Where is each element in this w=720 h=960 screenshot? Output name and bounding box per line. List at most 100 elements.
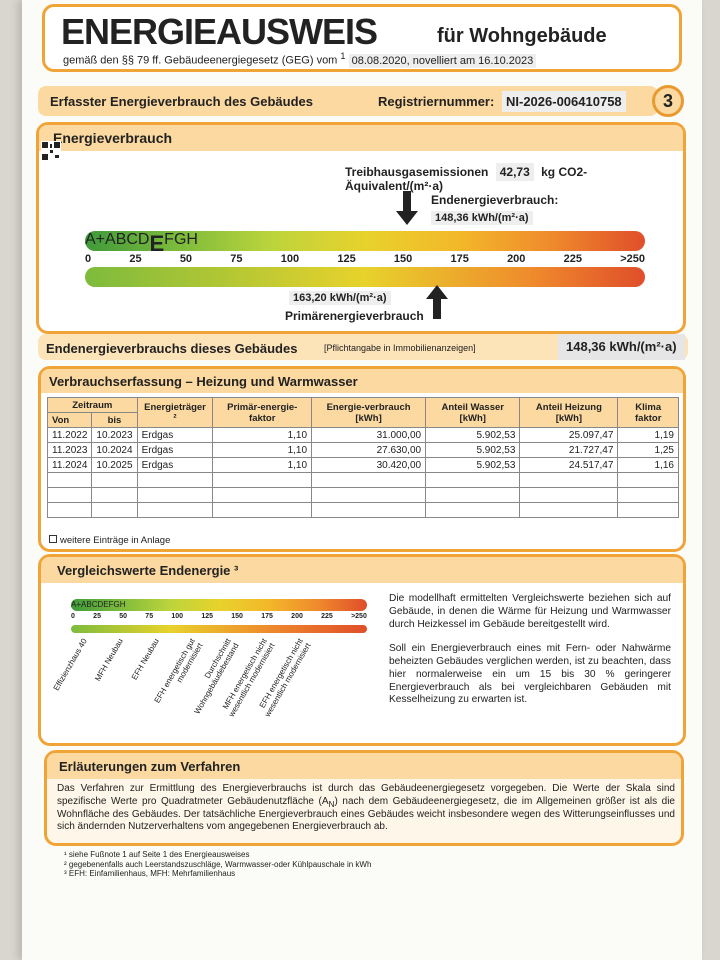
footnote: ³ EFH: Einfamilienhaus, MFH: Mehrfamilie… <box>64 869 236 879</box>
cell: 10.2025 <box>91 457 138 473</box>
comparison-ticks: 0 25 50 75 100 125 150 175 200 225 >250 <box>71 613 367 620</box>
class-label: G <box>113 600 120 609</box>
header-cell: Primär-energie-faktor <box>212 397 313 428</box>
cell <box>311 502 427 518</box>
cell: 21.727,47 <box>519 442 619 458</box>
energy-heading-bar: Energieverbrauch <box>39 125 683 151</box>
cell: 10.2023 <box>91 427 138 443</box>
table-note-text: weitere Einträge in Anlage <box>60 535 171 546</box>
comparison-box: Vergleichswerte Endenergie ³ A+ A B C D E F G H … <box>38 554 686 746</box>
cell: 10.2024 <box>91 442 138 458</box>
emissions-unit: kg CO2-Äquivalent/(m²·a) <box>345 165 588 193</box>
tick-label: 175 <box>450 253 469 265</box>
cell: 5.902,53 <box>425 457 521 473</box>
cell <box>212 502 313 518</box>
table-note: weitere Einträge in Anlage <box>49 535 170 546</box>
cell <box>136 472 214 488</box>
class-label: H <box>186 231 198 248</box>
cell: 1,25 <box>617 442 679 458</box>
footnote: ¹ siehe Fußnote 1 auf Seite 1 des Energi… <box>64 850 250 859</box>
summary-bar: Endenergieverbrauchs dieses Gebäudes [Pf… <box>38 334 688 360</box>
tick-label: 75 <box>145 613 154 620</box>
cell <box>617 472 679 488</box>
end-label: Endenergieverbrauch: <box>431 193 559 207</box>
empty-row <box>46 502 679 518</box>
tick-label: 0 <box>85 253 92 265</box>
tick-label: 200 <box>507 253 526 265</box>
tick-label: 50 <box>119 613 128 620</box>
cell: 1,10 <box>212 427 313 443</box>
tick-label: 150 <box>231 613 243 620</box>
subscript: N <box>328 798 335 809</box>
summary-label: Endenergieverbrauchs dieses Gebäudes <box>46 341 298 356</box>
energy-scale: A+ A B C D E F G H <box>85 231 645 251</box>
summary-note: [Pflichtangabe in Immobilienanzeigen] <box>324 343 476 353</box>
energy-heading: Energieverbrauch <box>53 130 173 146</box>
title: ENERGIEAUSWEIS <box>61 11 378 52</box>
dates: 08.08.2020, novelliert am 16.10.2023 <box>348 53 537 68</box>
comparison-heading-bar: Vergleichswerte Endenergie ³ <box>41 557 683 583</box>
header-cell: Anteil Wasser [kWh] <box>425 397 521 428</box>
cell: 5.902,53 <box>425 427 521 443</box>
header-cell: Energieträger ² <box>136 397 214 428</box>
reg-label: Registriernummer: <box>378 94 495 109</box>
header-cell: Energie-verbrauch [kWh] <box>311 397 427 428</box>
primary-arrow <box>426 285 448 319</box>
tick-label: 0 <box>71 613 75 620</box>
reference-label: Effizienzhaus 40 <box>51 637 89 693</box>
cell <box>519 502 619 518</box>
reg-number: NI-2026-006410758 <box>502 91 626 112</box>
class-label: E <box>103 600 109 609</box>
subtitle-text: gemäß den §§ 79 ff. Gebäudeenergiegesetz… <box>63 54 338 67</box>
title-suffix: für Wohngebäude <box>437 25 607 47</box>
class-label: C <box>91 600 98 609</box>
summary-value: 148,36 kWh/(m²·a) <box>558 334 685 360</box>
tick-label: 225 <box>563 253 582 265</box>
cell: 24.517,47 <box>519 457 619 473</box>
qr-code <box>41 141 61 161</box>
cell: Erdgas <box>136 457 214 473</box>
cell: 25.097,47 <box>519 427 619 443</box>
tick-label: 100 <box>280 253 300 265</box>
cell: Erdgas <box>136 442 214 458</box>
tick-label: 125 <box>201 613 213 620</box>
text: ) nach dem Gebäudeenergiegesetz, die im … <box>57 795 675 833</box>
tick-label: >250 <box>351 613 367 620</box>
class-label: A+ <box>85 231 106 248</box>
tick-label: 225 <box>321 613 333 620</box>
footnotes: ¹ siehe Fußnote 1 auf Seite 1 des Energi… <box>64 850 371 879</box>
class-label: A <box>105 231 116 248</box>
end-arrow <box>396 191 418 225</box>
table-box: Verbrauchserfassung – Heizung und Warmwa… <box>38 366 686 552</box>
class-label: B <box>86 600 92 609</box>
empty-row <box>46 472 679 488</box>
cell <box>425 487 521 503</box>
header-cell: Klima faktor <box>617 397 679 428</box>
explanation-text: Das Verfahren zur Ermittlung des Energie… <box>57 783 675 834</box>
data-row: 11.2024 10.2025 Erdgas 1,10 30.420,00 5.902,5… <box>46 457 679 473</box>
cell: Erdgas <box>136 427 214 443</box>
cell <box>425 472 521 488</box>
header-cell: Anteil Heizung [kWh] <box>519 397 619 428</box>
cell <box>519 472 619 488</box>
class-label: B <box>115 231 127 248</box>
cell: 1,10 <box>212 442 313 458</box>
cell <box>136 502 214 518</box>
energy-ticks: 0 25 50 75 100 125 150 175 200 225 >250 <box>85 253 645 265</box>
comparison-scale: A+ A B C D E F G H <box>71 599 367 611</box>
cell: 31.000,00 <box>311 427 427 443</box>
explanation-box: Erläuterungen zum Verfahren Das Verfahre… <box>44 750 684 846</box>
cell <box>212 472 313 488</box>
reference-label: MFH Neubau <box>93 637 125 683</box>
comparison-heading: Vergleichswerte Endenergie ³ <box>57 563 239 578</box>
page-bar: Erfasster Energieverbrauch des Gebäudes … <box>38 86 658 116</box>
header-cell: Von <box>46 412 93 428</box>
table-heading-bar: Verbrauchserfassung – Heizung und Warmwa… <box>41 369 683 393</box>
emissions-label: Treibhausgasemissionen <box>345 165 489 179</box>
cell <box>136 487 214 503</box>
cell <box>91 502 138 518</box>
cell <box>311 487 427 503</box>
cell <box>91 487 138 503</box>
